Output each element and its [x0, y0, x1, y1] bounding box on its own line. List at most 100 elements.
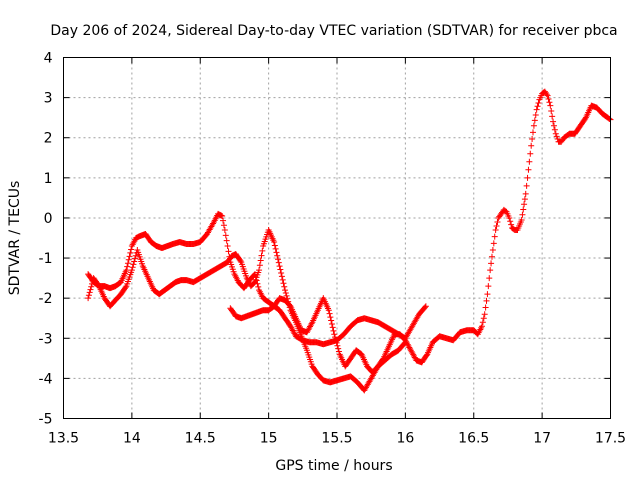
y-tick-labels: -5 -4 -3 -2 -1 0 1 2 3 4	[39, 51, 53, 428]
plot-frame	[63, 57, 611, 419]
data-point	[124, 263, 131, 270]
y-tick-label: -4	[39, 371, 53, 387]
data-point	[326, 310, 333, 317]
data-point	[255, 283, 262, 290]
x-tick-label: 14.5	[185, 431, 216, 447]
data-point	[225, 248, 232, 255]
data-point	[132, 255, 139, 262]
y-tick-label: 2	[44, 131, 53, 147]
data-point	[130, 261, 137, 268]
data-point	[487, 267, 494, 274]
y-tick-label: -2	[39, 291, 53, 307]
y-tick-label: -1	[39, 251, 53, 267]
data-point	[257, 257, 264, 264]
data-point	[278, 269, 285, 276]
data-point	[552, 130, 559, 137]
series-3	[227, 88, 614, 376]
data-point	[123, 267, 130, 274]
data-point	[122, 284, 129, 291]
data-point	[271, 239, 278, 246]
data-point	[550, 118, 557, 125]
data-point	[483, 297, 490, 304]
data-point	[256, 267, 263, 274]
data-point	[279, 276, 286, 283]
data-point	[547, 102, 554, 109]
data-point	[525, 166, 532, 173]
data-point	[523, 182, 530, 189]
data-point	[479, 319, 486, 326]
data-point	[275, 259, 282, 266]
data-point	[506, 214, 513, 221]
data-point	[222, 232, 229, 239]
x-tick-label: 15	[260, 431, 278, 447]
data-point	[530, 122, 537, 129]
data-point	[129, 264, 136, 271]
data-point	[220, 217, 227, 224]
data-point	[528, 142, 535, 149]
x-tick-label: 17	[533, 431, 551, 447]
data-point	[330, 327, 337, 334]
data-point	[546, 99, 553, 106]
data-point	[519, 211, 526, 218]
y-axis-label: SDTVAR / TECUs	[7, 181, 23, 296]
data-point	[488, 260, 495, 267]
data-point	[329, 324, 336, 331]
x-tick-label: 16	[396, 431, 414, 447]
y-tick-label: 3	[44, 91, 53, 107]
data-point	[422, 303, 429, 310]
x-tick-label: 16.5	[458, 431, 489, 447]
data-point	[328, 317, 335, 324]
data-point	[223, 237, 230, 244]
data-point	[328, 320, 335, 327]
data-points	[85, 88, 614, 394]
data-point	[486, 275, 493, 282]
data-point	[549, 113, 556, 120]
data-point	[482, 304, 489, 311]
data-point	[278, 273, 285, 280]
data-point	[332, 336, 339, 343]
data-point	[327, 314, 334, 321]
data-point	[526, 158, 533, 165]
data-point	[422, 304, 429, 311]
data-point	[522, 190, 529, 197]
data-point	[259, 247, 266, 254]
chart-title: Day 206 of 2024, Sidereal Day-to-day VTE…	[50, 23, 617, 39]
data-point	[534, 103, 541, 110]
data-point	[524, 174, 531, 181]
data-point	[508, 221, 515, 228]
data-point	[550, 122, 557, 129]
y-tick-label: 4	[44, 51, 53, 67]
data-point	[531, 117, 538, 124]
data-point	[493, 222, 500, 229]
data-point	[532, 111, 539, 118]
grid-lines	[63, 57, 611, 419]
x-tick-label: 13.5	[48, 431, 79, 447]
data-point	[520, 206, 527, 213]
data-point	[507, 218, 514, 225]
data-point	[331, 331, 338, 338]
series-2	[85, 226, 409, 394]
data-point	[220, 222, 227, 229]
data-point	[280, 280, 287, 287]
data-point	[125, 256, 132, 263]
data-point	[490, 240, 497, 247]
data-point	[275, 256, 282, 263]
data-point	[308, 320, 315, 327]
data-point	[545, 95, 552, 102]
data-point	[127, 249, 134, 256]
data-point	[491, 233, 498, 240]
data-point	[481, 311, 488, 318]
data-point	[533, 106, 540, 113]
data-point	[492, 226, 499, 233]
data-point	[530, 129, 537, 136]
data-point	[85, 295, 92, 302]
x-tick-label: 15.5	[321, 431, 352, 447]
data-point	[521, 196, 528, 203]
x-tick-label: 14	[123, 431, 141, 447]
data-point	[333, 339, 340, 346]
data-point	[489, 247, 496, 254]
data-point	[224, 243, 231, 250]
data-point	[606, 116, 613, 123]
data-point	[485, 283, 492, 290]
